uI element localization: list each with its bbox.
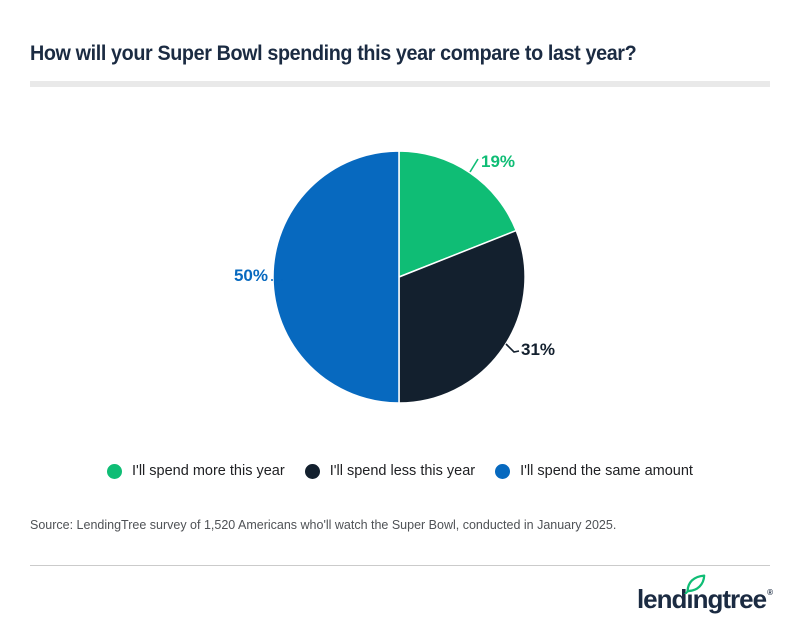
logo-wordmark: lendingtree — [636, 584, 767, 614]
legend-swatch-green — [107, 463, 123, 479]
label-leader-line — [469, 158, 479, 173]
legend-swatch-blue — [495, 463, 511, 479]
label-leader-line — [505, 343, 520, 353]
leaf-icon — [684, 574, 706, 594]
pie-value-label: 50% — [234, 266, 268, 285]
legend-label: I'll spend more this year — [132, 463, 285, 479]
leaf-shape — [686, 574, 706, 593]
source-note: Source: LendingTree survey of 1,520 Amer… — [30, 518, 617, 532]
pie-slice — [398, 150, 518, 279]
pie-value-label: 19% — [481, 152, 515, 171]
page-title: How will your Super Bowl spending this y… — [30, 42, 637, 65]
footer-divider — [30, 565, 770, 566]
pie-slice — [272, 150, 400, 404]
chart-legend: I'll spend more this year I'll spend les… — [0, 463, 800, 479]
legend-swatch-dark — [304, 463, 320, 479]
legend-item-same: I'll spend the same amount — [495, 463, 693, 479]
pie-slice — [398, 229, 526, 404]
title-underline-bar — [30, 81, 770, 87]
lendingtree-logo: lendingtree® — [636, 574, 773, 616]
pie-value-label: 31% — [521, 340, 555, 359]
legend-label: I'll spend the same amount — [520, 463, 693, 479]
legend-item-more: I'll spend more this year — [107, 463, 285, 479]
leaf-stem — [684, 589, 690, 594]
pie-chart: 19% 31% 50% — [234, 150, 555, 404]
registered-trademark: ® — [767, 588, 773, 597]
legend-item-less: I'll spend less this year — [304, 463, 476, 479]
legend-label: I'll spend less this year — [329, 463, 476, 479]
